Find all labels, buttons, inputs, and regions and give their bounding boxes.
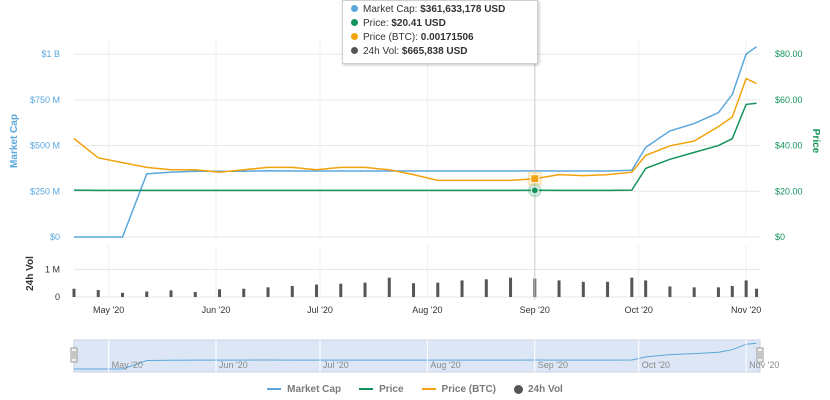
volume-bar xyxy=(363,282,367,297)
legend-item-market-cap[interactable]: Market Cap xyxy=(267,384,341,395)
series-line-price-btc xyxy=(73,77,757,182)
navigator-handle-left[interactable] xyxy=(70,347,78,363)
navigator-background xyxy=(73,339,761,373)
volume-bar xyxy=(509,277,513,297)
y-volume-axis-title: 24h Vol xyxy=(25,256,36,291)
tooltip-row-volume: 24h Vol: $665,838 USD xyxy=(351,45,529,59)
legend-item-price[interactable]: Price xyxy=(359,384,404,395)
volume-bar xyxy=(412,283,416,297)
y-right-tick-label: $60.00 xyxy=(775,95,803,105)
y-left-tick-label: $500 M xyxy=(30,141,60,151)
volume-bar xyxy=(339,283,343,297)
x-tick-label: Jul '20 xyxy=(307,305,333,315)
volume-bar xyxy=(557,280,561,297)
volume-bar xyxy=(644,280,648,297)
tooltip-row-market-cap: Market Cap: $361,633,178 USD xyxy=(351,3,529,17)
y-volume-tick-label: 1 M xyxy=(45,264,60,274)
navigator-tick-label: May '20 xyxy=(112,360,143,370)
navigator-tick-label: Sep '20 xyxy=(538,360,568,370)
volume-bar xyxy=(193,292,197,297)
price-chart: $0 $250 M $500 M $750 M $1 B $0 $20.00 $40.00 $6… xyxy=(9,40,821,373)
legend-item-24h-vol[interactable]: 24h Vol xyxy=(514,384,563,395)
y-left-axis-title: Market Cap xyxy=(9,114,20,168)
y-right-tick-label: $40.00 xyxy=(775,141,803,151)
x-tick-label: Oct '20 xyxy=(625,305,653,315)
volume-bar xyxy=(692,287,696,297)
tooltip-row-price-btc: Price (BTC): 0.00171506 xyxy=(351,31,529,45)
volume-bar xyxy=(242,288,246,297)
volume-bar xyxy=(266,287,270,297)
x-tick-label: Aug '20 xyxy=(412,305,442,315)
volume-bar xyxy=(145,291,149,297)
tooltip-row-price: Price: $20.41 USD xyxy=(351,17,529,31)
y-left-tick-label: $1 B xyxy=(41,49,60,59)
volume-bar xyxy=(668,286,672,297)
volume-bar xyxy=(315,284,319,297)
volume-bar xyxy=(218,289,222,297)
price-hover-marker xyxy=(530,186,539,195)
navigator-handle-body xyxy=(756,347,764,363)
volume-bar xyxy=(436,282,440,297)
volume-bar xyxy=(581,281,585,297)
y-volume-tick-label: 0 xyxy=(55,292,60,302)
volume-bar xyxy=(72,288,76,297)
volume-bar xyxy=(755,288,759,297)
navigator-tick-label: Jun '20 xyxy=(219,360,248,370)
series-line-market-cap xyxy=(74,46,757,238)
y-right-axis-title: Price xyxy=(810,129,821,154)
y-right-tick-label: $0 xyxy=(775,232,785,242)
data-tooltip: Market Cap: $361,633,178 USD Price: $20.… xyxy=(342,0,538,64)
y-right-tick-label: $80.00 xyxy=(775,49,803,59)
navigator-tick-label: Nov '20 xyxy=(749,360,779,370)
navigator-handle-right[interactable] xyxy=(756,347,764,363)
x-tick-label: May '20 xyxy=(93,305,124,315)
navigator-tick-label: Aug '20 xyxy=(430,360,460,370)
x-tick-label: Nov '20 xyxy=(731,305,761,315)
navigator-line xyxy=(74,342,757,370)
btc-hover-marker xyxy=(530,174,540,184)
volume-bar xyxy=(716,287,720,297)
chart-legend: Market Cap Price Price (BTC) 24h Vol xyxy=(0,380,830,398)
navigator-tick-label: Oct '20 xyxy=(642,360,670,370)
volume-bar xyxy=(169,290,173,297)
volume-bar xyxy=(387,277,391,297)
y-left-tick-label: $250 M xyxy=(30,186,60,196)
volume-bar xyxy=(121,292,125,297)
volume-bar xyxy=(290,285,294,297)
series-line-price xyxy=(73,102,757,192)
volume-bar xyxy=(484,279,488,297)
volume-bar xyxy=(606,281,610,297)
x-tick-label: Jun '20 xyxy=(202,305,231,315)
y-left-tick-label: $750 M xyxy=(30,95,60,105)
navigator-tick-label: Jul '20 xyxy=(323,360,349,370)
volume-bar xyxy=(630,277,634,297)
navigator-handle-body xyxy=(70,347,78,363)
volume-bar xyxy=(96,290,100,297)
legend-item-price-btc[interactable]: Price (BTC) xyxy=(421,384,496,395)
volume-bar xyxy=(460,280,464,297)
y-left-tick-label: $0 xyxy=(50,232,60,242)
volume-bar xyxy=(744,280,748,297)
y-right-tick-label: $20.00 xyxy=(775,186,803,196)
x-tick-label: Sep '20 xyxy=(520,305,550,315)
volume-bar xyxy=(730,285,734,297)
